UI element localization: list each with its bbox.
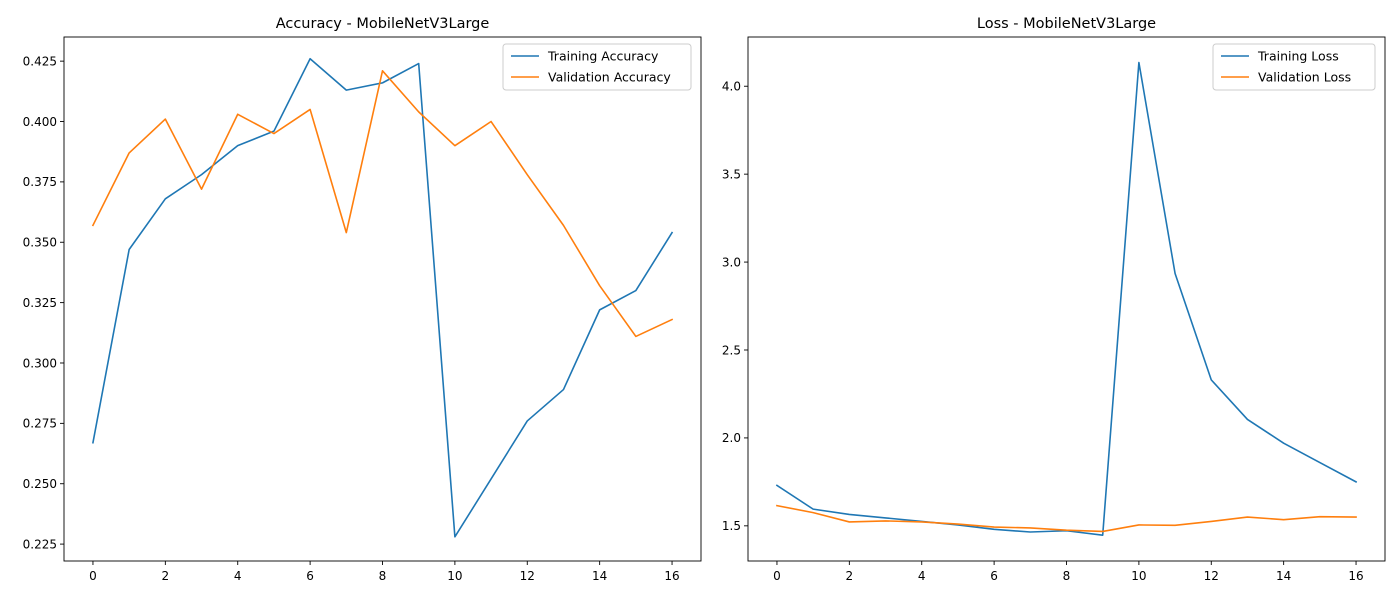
legend: Training Accuracy Validation Accuracy	[502, 43, 692, 91]
y-tick-label: 0.400	[23, 115, 57, 129]
x-tick-label: 12	[520, 569, 535, 583]
x-tick-label: 4	[234, 569, 242, 583]
y-tick-label: 3.5	[722, 167, 741, 181]
chart-title: Loss - MobileNetV3Large	[977, 16, 1156, 32]
y-tick-label: 0.375	[23, 175, 57, 189]
x-tick-label: 10	[1131, 569, 1146, 583]
y-tick-label: 4.0	[722, 80, 741, 94]
legend-label: Validation Loss	[1258, 70, 1351, 85]
y-tick-label: 2.0	[722, 431, 741, 445]
legend-label: Training Accuracy	[547, 49, 659, 64]
x-tick-label: 2	[162, 569, 170, 583]
x-tick-label: 14	[1276, 569, 1291, 583]
y-tick-label: 2.5	[722, 343, 741, 357]
series-line-training-accuracy	[92, 57, 674, 538]
chart-title: Accuracy - MobileNetV3Large	[276, 16, 490, 32]
y-tick-label: 0.425	[23, 54, 57, 68]
plot-frame	[63, 36, 702, 562]
x-tick-label: 6	[990, 569, 998, 583]
series-line-validation-loss	[776, 504, 1357, 533]
x-tick-label: 0	[89, 569, 97, 583]
legend-label: Training Loss	[1257, 49, 1339, 64]
y-tick-label: 0.325	[23, 296, 57, 310]
x-tick-label: 0	[773, 569, 781, 583]
x-tick-label: 12	[1204, 569, 1219, 583]
series-line-validation-accuracy	[91, 70, 674, 338]
chart-1: Loss - MobileNetV3Large 0 2 4 6 8 10 12 14 16 1.5 2…	[722, 16, 1386, 583]
plot-frame	[747, 36, 1386, 562]
legend-box	[1212, 43, 1376, 91]
y-tick-label: 0.350	[23, 236, 57, 250]
x-tick-label: 16	[1348, 569, 1363, 583]
legend-label: Validation Accuracy	[548, 70, 671, 85]
x-tick-label: 2	[846, 569, 854, 583]
legend: Training Loss Validation Loss	[1212, 43, 1376, 91]
y-tick-label: 0.300	[23, 356, 57, 370]
x-tick-label: 6	[306, 569, 314, 583]
x-tick-label: 4	[918, 569, 926, 583]
y-tick-label: 1.5	[722, 519, 741, 533]
x-tick-label: 16	[664, 569, 679, 583]
legend-box	[502, 43, 692, 91]
y-tick-label: 3.0	[722, 255, 741, 269]
series-line-training-loss	[775, 61, 1358, 536]
x-tick-label: 10	[447, 569, 462, 583]
y-tick-label: 0.275	[23, 417, 57, 431]
x-tick-label: 8	[1063, 569, 1071, 583]
y-tick-label: 0.250	[23, 477, 57, 491]
y-tick-label: 0.225	[23, 537, 57, 551]
chart-0: Accuracy - MobileNetV3Large 0 2 4 6 8 10 12 14 16…	[23, 16, 702, 583]
x-tick-label: 14	[592, 569, 607, 583]
x-tick-label: 8	[379, 569, 387, 583]
